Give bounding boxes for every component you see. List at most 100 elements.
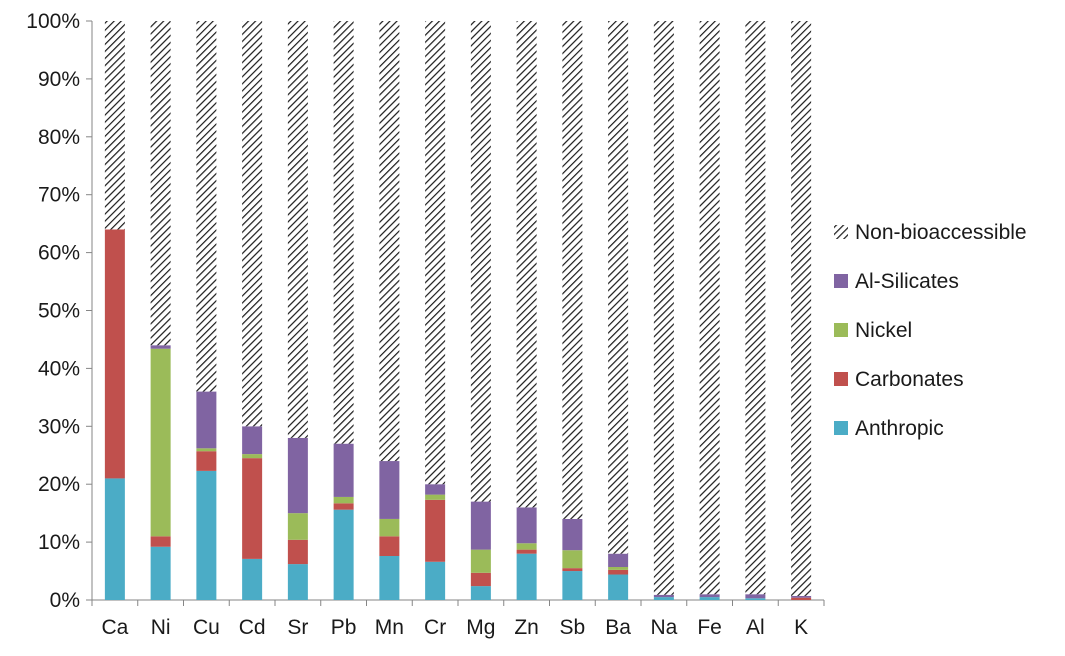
bar-stack-al — [745, 21, 766, 600]
y-tick-label: 60% — [38, 242, 80, 265]
legend-item: Anthropic — [834, 417, 944, 440]
bar-stack-pb — [333, 21, 354, 600]
bar-segment-non-bioaccessible — [791, 21, 812, 596]
y-axis: 0% 10% 20% 30% 40% 50% 60% 70% 80% 90% 100% — [26, 10, 93, 612]
bar-segment-anthropic — [745, 598, 766, 600]
bar-stack-sr — [287, 21, 308, 600]
bar-segment-non-bioaccessible — [653, 21, 674, 595]
bar-segment-al-silicates — [699, 594, 720, 598]
legend-label: Carbonates — [855, 368, 964, 391]
bar-segment-anthropic — [699, 597, 720, 600]
legend-swatch — [834, 372, 848, 386]
legend-item: Carbonates — [834, 368, 964, 391]
bar-segment-anthropic — [333, 509, 354, 600]
y-tick-label: 90% — [38, 68, 80, 91]
x-category-label: Mn — [375, 616, 404, 639]
bar-segment-non-bioaccessible — [608, 21, 629, 554]
bar-segment-non-bioaccessible — [745, 21, 766, 595]
bar-segment-carbonates — [287, 539, 308, 565]
bar-segment-al-silicates — [562, 518, 583, 551]
y-tick-label: 20% — [38, 473, 80, 496]
bar-segment-nickel — [287, 513, 308, 540]
y-tick-label: 40% — [38, 357, 80, 380]
x-category-label: Sr — [287, 616, 308, 639]
bar-stack-cd — [242, 21, 263, 600]
x-category-label: Cd — [239, 616, 266, 639]
bar-segment-anthropic — [516, 553, 537, 600]
bar-segment-anthropic — [470, 586, 491, 600]
y-tick-label: 0% — [50, 589, 80, 612]
x-category-label: Mg — [466, 616, 495, 639]
x-category-label: Ni — [151, 616, 171, 639]
bar-segment-non-bioaccessible — [379, 21, 400, 462]
bar-segment-anthropic — [425, 561, 446, 600]
bar-segment-non-bioaccessible — [425, 21, 446, 485]
bar-segment-non-bioaccessible — [333, 21, 354, 444]
bar-segment-anthropic — [562, 571, 583, 600]
bar-segment-non-bioaccessible — [562, 21, 583, 519]
bar-segment-carbonates — [333, 503, 354, 510]
bar-stack-sb — [562, 21, 583, 600]
bar-segment-al-silicates — [242, 426, 263, 455]
x-category-label: Na — [650, 616, 677, 639]
bar-segment-carbonates — [242, 458, 263, 559]
bar-segment-al-silicates — [516, 507, 537, 544]
bar-segment-carbonates — [104, 229, 125, 479]
bar-segment-al-silicates — [608, 553, 629, 567]
legend: Non-bioaccessible Al-Silicates Nickel Carbo… — [834, 221, 1027, 440]
x-category-label: K — [794, 616, 808, 639]
x-category-label: Pb — [331, 616, 357, 639]
bar-segment-anthropic — [287, 564, 308, 600]
legend-item: Nickel — [834, 319, 912, 342]
y-tick-label: 30% — [38, 415, 80, 438]
bar-segment-al-silicates — [150, 345, 171, 349]
bar-segment-al-silicates — [196, 391, 217, 449]
bar-segment-nickel — [516, 543, 537, 550]
bar-segment-al-silicates — [745, 594, 766, 599]
bar-stack-mg — [470, 21, 491, 600]
x-category-label: Ba — [605, 616, 631, 639]
legend-swatch — [834, 274, 848, 288]
bar-stack-cu — [196, 21, 217, 600]
bar-segment-al-silicates — [379, 461, 400, 519]
legend-item: Al-Silicates — [834, 270, 959, 293]
bar-segment-non-bioaccessible — [150, 21, 171, 346]
x-category-label: Fe — [697, 616, 722, 639]
bar-segment-nickel — [150, 348, 171, 537]
bar-segment-anthropic — [379, 555, 400, 600]
x-axis: Ca Ni Cu Cd Sr Pb Mn Cr Mg Zn Sb Ba Na Fe Al K — [91, 599, 825, 639]
bar-segment-nickel — [608, 566, 629, 570]
bar-segment-al-silicates — [791, 595, 812, 598]
bar-stack-ba — [608, 21, 629, 600]
bar-stack-fe — [699, 21, 720, 600]
x-category-label: Cu — [193, 616, 220, 639]
legend-label: Al-Silicates — [855, 270, 959, 293]
bar-segment-carbonates — [608, 569, 629, 575]
bar-segment-non-bioaccessible — [470, 21, 491, 502]
bar-segment-al-silicates — [287, 437, 308, 514]
legend-label: Anthropic — [855, 417, 944, 440]
bar-segment-anthropic — [242, 558, 263, 600]
x-category-label: Al — [746, 616, 765, 639]
bar-segment-carbonates — [150, 536, 171, 547]
y-tick-label: 10% — [38, 531, 80, 554]
x-category-label: Ca — [101, 616, 128, 639]
bar-segment-al-silicates — [425, 484, 446, 495]
bar-segment-nickel — [379, 518, 400, 537]
bar-segment-carbonates — [425, 499, 446, 562]
legend-label: Non-bioaccessible — [855, 221, 1027, 244]
bar-segment-non-bioaccessible — [287, 21, 308, 438]
legend-label: Nickel — [855, 319, 912, 342]
bar-segment-nickel — [196, 448, 217, 452]
bar-stack-ni — [150, 21, 171, 600]
y-tick-label: 80% — [38, 126, 80, 149]
bar-segment-carbonates — [516, 549, 537, 554]
legend-swatch — [834, 323, 848, 337]
bar-segment-al-silicates — [653, 594, 674, 598]
bar-segment-anthropic — [196, 470, 217, 600]
x-category-label: Sb — [560, 616, 586, 639]
bar-segment-non-bioaccessible — [196, 21, 217, 392]
bar-segment-non-bioaccessible — [699, 21, 720, 595]
